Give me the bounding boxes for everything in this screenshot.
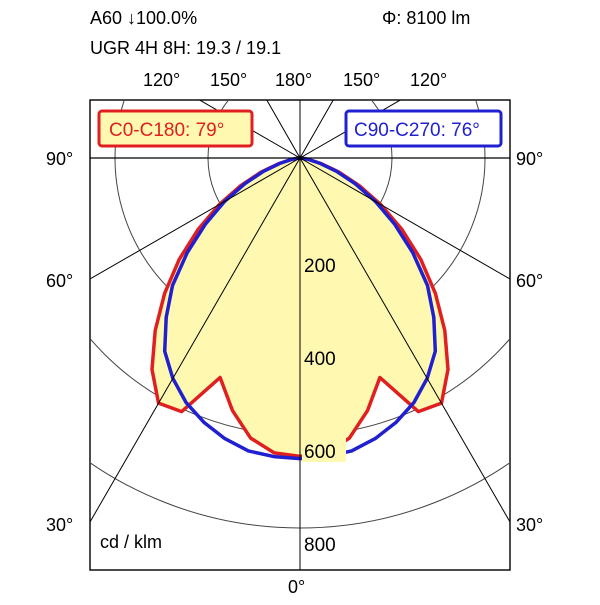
legend-box-c90-c270 — [344, 109, 503, 148]
header-ugr: UGR 4H 8H: 19.3 / 19.1 — [90, 38, 281, 58]
spoke-150-right — [299, 100, 334, 159]
legend-label-c90-c270: C90-C270: 76° — [354, 120, 480, 141]
radial-tick-800: 800 — [304, 535, 336, 556]
spoke-60-left — [90, 157, 301, 280]
radial-tick-600: 600 — [304, 442, 336, 463]
angle-label-left-60: 60° — [46, 271, 73, 291]
spoke-30-right — [299, 157, 510, 523]
header-lamp-info: A60 ↓100.0% — [90, 8, 197, 28]
angle-label-top-150-right: 150° — [343, 70, 380, 90]
units-label: cd / klm — [100, 532, 162, 552]
angle-label-top-120-right: 120° — [410, 70, 447, 90]
angle-label-right-90: 90° — [516, 149, 543, 169]
legend-c0-c180: C0-C180: 79° — [97, 109, 254, 148]
radial-tick-200: 200 — [304, 256, 336, 277]
tick-bg-600 — [302, 438, 346, 462]
header-luminous-flux: Φ: 8100 lm — [382, 8, 470, 28]
angle-label-right-60: 60° — [516, 271, 543, 291]
angle-label-top-180: 180° — [275, 70, 312, 90]
angle-label-left-30: 30° — [46, 515, 73, 535]
legend-box-c0-c180 — [97, 109, 254, 148]
spoke-60-right — [299, 157, 510, 280]
radial-tick-400: 400 — [304, 349, 336, 370]
angle-label-bottom-0: 0° — [288, 577, 305, 597]
legend-label-c0-c180: C0-C180: 79° — [109, 120, 224, 141]
angle-label-right-30: 30° — [516, 515, 543, 535]
tick-bg-200 — [302, 252, 346, 276]
plot-area — [90, 100, 510, 570]
tick-bg-400 — [302, 345, 346, 369]
legend-c90-c270: C90-C270: 76° — [344, 109, 503, 148]
angle-label-top-120-left: 120° — [143, 70, 180, 90]
radial-tick-labels: 200 400 600 800 — [302, 252, 346, 556]
angle-label-top-150-left: 150° — [210, 70, 247, 90]
angle-labels-top: 120° 150° 180° 150° 120° — [143, 70, 447, 90]
spoke-30-left — [90, 157, 301, 523]
angle-labels-right: 90° 60° 30° — [516, 149, 543, 535]
tick-bg-800 — [302, 531, 346, 555]
angle-labels-left: 90° 60° 30° — [46, 149, 73, 535]
spoke-150-left — [266, 100, 301, 159]
angle-label-left-90: 90° — [46, 149, 73, 169]
